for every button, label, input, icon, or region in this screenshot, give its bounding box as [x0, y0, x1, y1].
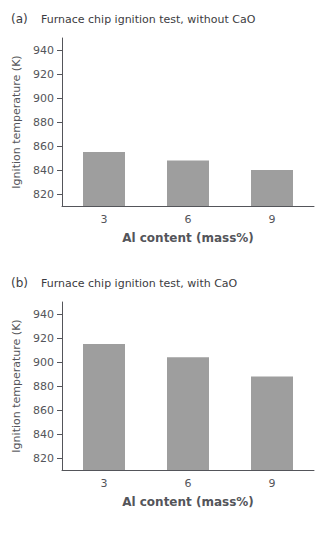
svg-text:9: 9 — [269, 213, 276, 226]
svg-text:900: 900 — [33, 356, 54, 369]
svg-text:820: 820 — [33, 188, 54, 201]
svg-text:3: 3 — [101, 477, 108, 490]
svg-text:Furnace chip ignition test, wi: Furnace chip ignition test, with CaO — [41, 277, 238, 290]
svg-text:6: 6 — [185, 477, 192, 490]
svg-text:820: 820 — [33, 452, 54, 465]
svg-text:Al content (mass%): Al content (mass%) — [122, 231, 254, 245]
svg-text:880: 880 — [33, 116, 54, 129]
svg-text:(b): (b) — [11, 276, 28, 290]
svg-text:900: 900 — [33, 92, 54, 105]
svg-text:(a): (a) — [11, 12, 28, 26]
svg-text:840: 840 — [33, 164, 54, 177]
svg-text:920: 920 — [33, 332, 54, 345]
svg-text:6: 6 — [185, 213, 192, 226]
svg-text:940: 940 — [33, 44, 54, 57]
svg-text:9: 9 — [269, 477, 276, 490]
svg-text:Al content (mass%): Al content (mass%) — [122, 495, 254, 509]
svg-text:3: 3 — [101, 213, 108, 226]
svg-text:840: 840 — [33, 428, 54, 441]
svg-text:Furnace chip ignition test, wi: Furnace chip ignition test, without CaO — [41, 13, 256, 26]
svg-text:920: 920 — [33, 68, 54, 81]
svg-text:Ignition temperature (K): Ignition temperature (K) — [10, 55, 23, 188]
svg-text:Ignition temperature (K): Ignition temperature (K) — [10, 319, 23, 452]
svg-text:860: 860 — [33, 404, 54, 417]
svg-text:880: 880 — [33, 380, 54, 393]
svg-text:940: 940 — [33, 308, 54, 321]
svg-text:860: 860 — [33, 140, 54, 153]
